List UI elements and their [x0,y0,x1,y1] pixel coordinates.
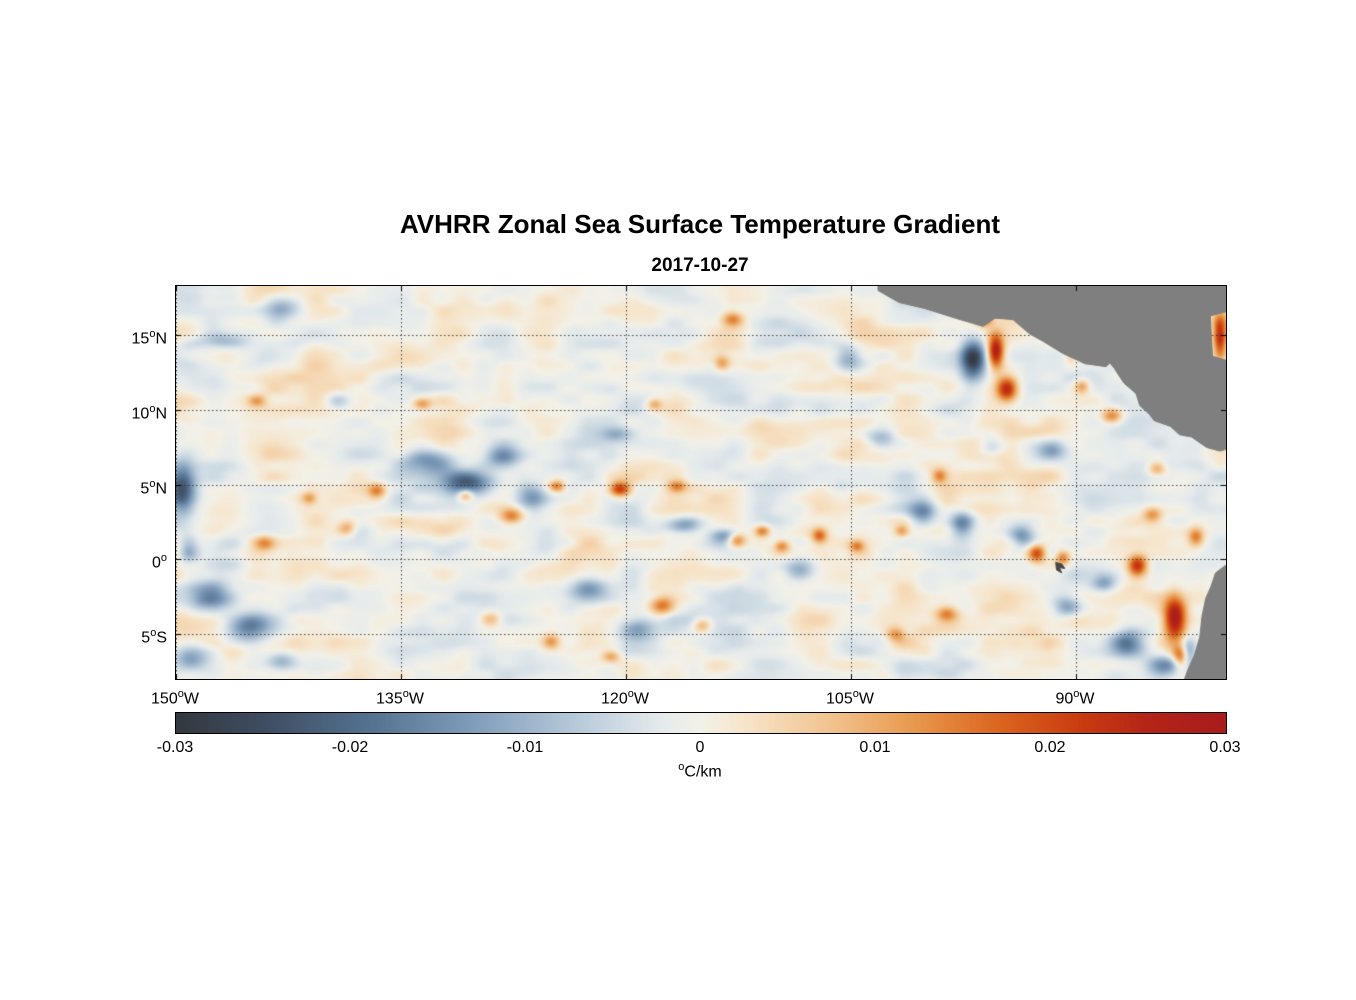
chart-title: AVHRR Zonal Sea Surface Temperature Grad… [399,209,1001,239]
colorbar [175,712,1227,734]
colorbar-tick-label: 0.01 [859,739,891,756]
y-axis-tick-label: 5oS [141,627,167,647]
colorbar-tick-label: -0.01 [506,739,544,756]
colorbar-tick-label: 0.02 [1034,739,1066,756]
y-axis-tick-label: 5oN [140,477,167,498]
chart-subtitle: 2017-10-27 [651,255,749,276]
colorbar-tick-label: 0 [695,739,705,756]
y-axis-tick-label: 15oN [131,328,167,348]
x-axis-tick-label: 90oW [1055,688,1095,708]
colorbar-tick-label: -0.03 [156,739,194,756]
colorbar-tick-label: 0.03 [1209,739,1241,756]
sst-gradient-heatmap [176,286,1226,679]
colorbar-units-label: oC/km [175,761,1225,781]
units-text: C/km [684,763,722,781]
colorbar-gradient [176,713,1226,733]
colorbar-tick-label: -0.02 [331,739,369,756]
degree-sup: o [678,761,685,773]
map-plot-area [175,285,1227,680]
x-axis-tick-label: 105oW [826,688,874,708]
y-axis-tick-label: 10oN [131,403,167,423]
x-axis-tick-label: 150oW [151,688,199,708]
x-axis-tick-label: 120oW [601,688,649,708]
x-axis-tick-label: 135oW [376,688,424,708]
y-axis-tick-label: 0o [151,552,167,572]
